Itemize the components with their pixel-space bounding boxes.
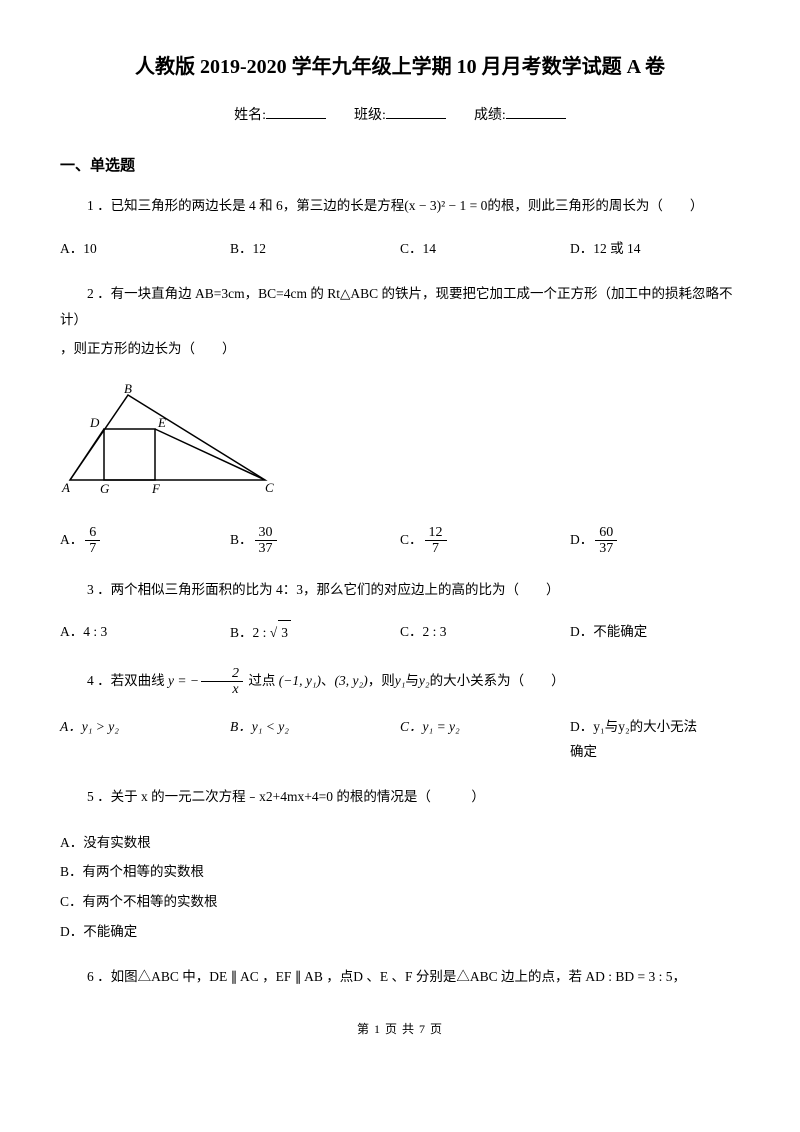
question-3: 3 ．两个相似三角形面积的比为 4：3，那么它们的对应边上的高的比为（ ）	[60, 577, 740, 603]
q4-optD-l1: D．y₁与y₂的大小无法	[570, 715, 740, 739]
q2-optD-frac: 6037	[595, 525, 617, 557]
q4-pt1: (−1, y₁)	[279, 673, 321, 688]
section-header: 一、单选题	[60, 154, 740, 175]
student-meta: 姓名: 班级: 成绩:	[60, 104, 740, 124]
q4-optC: C．y₁ = y₂	[400, 715, 570, 764]
q2-line2: ，则正方形的边长为（ ）	[60, 341, 236, 356]
exam-title: 人教版 2019-2020 学年九年级上学期 10 月月考数学试题 A 卷	[60, 50, 740, 79]
q2-optC-frac: 127	[425, 525, 447, 557]
q3-options: A．4 : 3 B．2 : 3 C．2 : 3 D．不能确定	[60, 620, 740, 645]
q4-eq-frac: 2x	[201, 666, 243, 698]
q3-optB-pre: B．	[230, 625, 253, 640]
q1-optD: D．12 或 14	[570, 237, 740, 261]
q4-options: A．y₁ > y₂ B．y₁ < y₂ C．y₁ = y₂ D．y₁与y₂的大小…	[60, 715, 740, 764]
q4-eq-lhs: y = −	[168, 673, 199, 688]
q1-post: 的根，则此三角形的周长为（ ）	[487, 198, 703, 213]
q2-optB: B．3037	[230, 525, 400, 557]
q3-optB: B．2 : 3	[230, 620, 400, 645]
q4-mid1: 过点	[248, 673, 275, 688]
q2-options: A．67 B．3037 C．127 D．6037	[60, 525, 740, 557]
question-2b: ，则正方形的边长为（ ）	[60, 336, 740, 362]
triangle-diagram-icon: A B C D E G F	[60, 380, 280, 500]
q4-pre: 4 ．若双曲线	[87, 673, 165, 688]
question-2: 2 ．有一块直角边 AB=3cm，BC=4cm 的 Rt△ABC 的铁片，现要把…	[60, 281, 740, 332]
q2-optC: C．127	[400, 525, 570, 557]
q4-optA: A．y₁ > y₂	[60, 715, 230, 764]
q4-mid3: ，则	[368, 673, 395, 688]
q5-optD: D．不能确定	[60, 917, 740, 947]
q4-optD: D．y₁与y₂的大小无法 确定	[570, 715, 740, 764]
q2-optA: A．67	[60, 525, 230, 557]
q5-optA: A．没有实数根	[60, 828, 740, 858]
q2-optA-frac: 67	[85, 525, 100, 557]
q3-optB-val: 2 :	[253, 625, 270, 640]
q5-options: A．没有实数根 B．有两个相等的实数根 C．有两个不相等的实数根 D．不能确定	[60, 828, 740, 947]
svg-text:G: G	[100, 481, 110, 496]
svg-text:E: E	[157, 415, 166, 430]
q1-eq: (x − 3)² − 1 = 0	[404, 198, 487, 213]
class-blank[interactable]	[386, 104, 446, 119]
svg-text:B: B	[124, 381, 132, 396]
q1-optB: B．12	[230, 237, 400, 261]
q4-post: 的大小关系为（ ）	[430, 673, 565, 688]
q4-y2: y₂	[419, 673, 430, 688]
class-label: 班级:	[354, 108, 386, 123]
q2-optC-label: C．	[400, 532, 423, 547]
q4-y1: y₁	[395, 673, 406, 688]
score-blank[interactable]	[506, 104, 566, 119]
q2-line1: 2 ．有一块直角边 AB=3cm，BC=4cm 的 Rt△ABC 的铁片，现要把…	[60, 286, 733, 327]
q2-optA-label: A．	[60, 532, 83, 547]
q4-optB: B．y₁ < y₂	[230, 715, 400, 764]
page-footer: 第 1 页 共 7 页	[60, 1020, 740, 1037]
q1-options: A．10 B．12 C．14 D．12 或 14	[60, 237, 740, 261]
q5-optC: C．有两个不相等的实数根	[60, 887, 740, 917]
q1-optA: A．10	[60, 237, 230, 261]
question-4: 4 ．若双曲线 y = −2x 过点 (−1, y₁)、(3, y₂)，则y₁与…	[60, 666, 740, 698]
svg-text:C: C	[265, 480, 274, 495]
svg-text:F: F	[151, 481, 161, 496]
q2-optB-frac: 3037	[255, 525, 277, 557]
q3-optC: C．2 : 3	[400, 620, 570, 645]
q2-optB-label: B．	[230, 532, 253, 547]
svg-text:A: A	[61, 480, 70, 495]
score-label: 成绩:	[474, 108, 506, 123]
q2-optD-label: D．	[570, 532, 593, 547]
exam-page: 人教版 2019-2020 学年九年级上学期 10 月月考数学试题 A 卷 姓名…	[0, 0, 800, 1057]
q1-pre: 1 ．已知三角形的两边长是 4 和 6，第三边的长是方程	[87, 198, 404, 213]
question-6: 6 ．如图△ABC 中，DE ∥ AC ，EF ∥ AB ，点D 、E 、F 分…	[60, 964, 740, 990]
q3-optA: A．4 : 3	[60, 620, 230, 645]
q2-figure: A B C D E G F	[60, 380, 740, 505]
q1-optC: C．14	[400, 237, 570, 261]
svg-text:D: D	[89, 415, 100, 430]
name-blank[interactable]	[266, 104, 326, 119]
q4-optD-l2: 确定	[570, 740, 740, 764]
q5-optB: B．有两个相等的实数根	[60, 857, 740, 887]
q4-mid4: 与	[405, 673, 419, 688]
q2-optD: D．6037	[570, 525, 740, 557]
name-label: 姓名:	[234, 108, 266, 123]
q3-optD: D．不能确定	[570, 620, 740, 645]
question-1: 1 ．已知三角形的两边长是 4 和 6，第三边的长是方程(x − 3)² − 1…	[60, 193, 740, 219]
sqrt-icon	[270, 625, 277, 640]
q4-mid2: 、	[321, 673, 335, 688]
q4-pt2: (3, y₂)	[335, 673, 368, 688]
q3-optB-sqrt: 3	[278, 620, 291, 645]
question-5: 5 ．关于 x 的一元二次方程﹣x2+4mx+4=0 的根的情况是（ ）	[60, 784, 740, 810]
